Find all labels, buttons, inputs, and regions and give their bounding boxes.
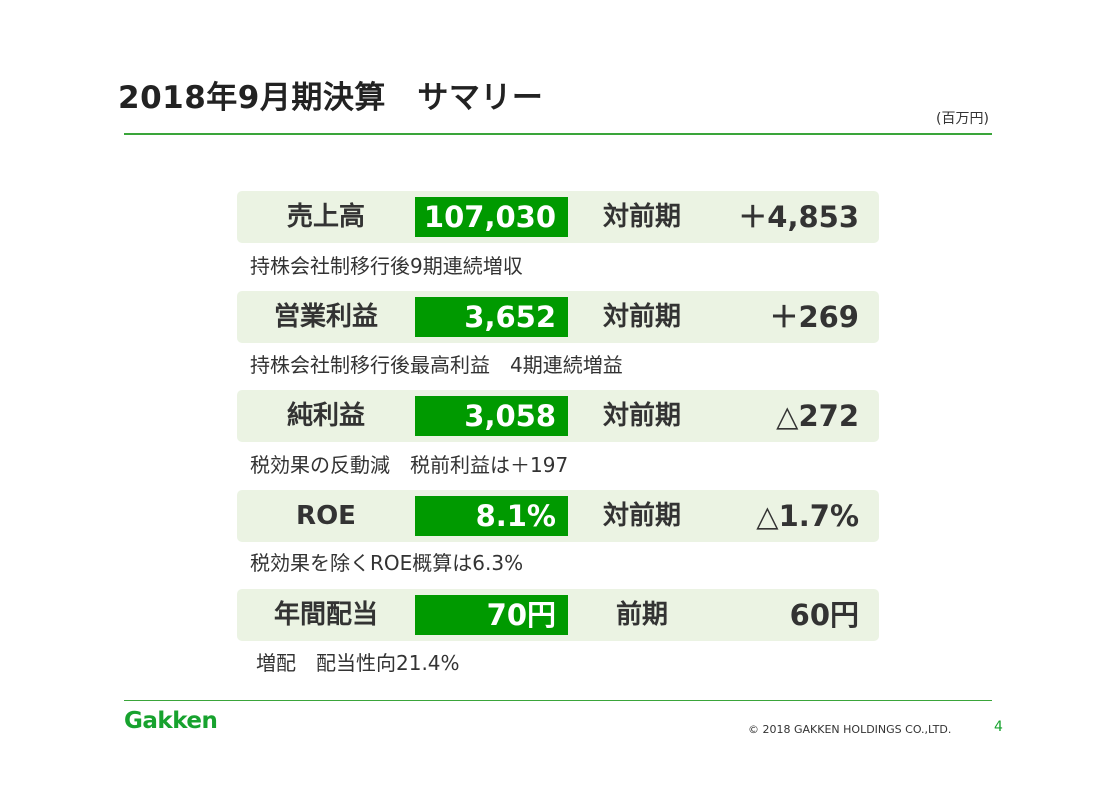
metric-value: 8.1% bbox=[415, 496, 568, 536]
metric-note: 持株会社制移行後9期連続増収 bbox=[250, 254, 523, 278]
metric-value: 3,058 bbox=[415, 396, 568, 436]
metric-value: 3,652 bbox=[415, 297, 568, 337]
compare-label: 対前期 bbox=[602, 401, 681, 431]
footer-divider bbox=[124, 700, 992, 701]
metric-value: 70円 bbox=[415, 595, 568, 635]
summary-row-roe: ROE 8.1% 対前期 △1.7% bbox=[237, 490, 879, 542]
unit-label: (百万円) bbox=[936, 111, 989, 127]
compare-value: ＋4,853 bbox=[738, 200, 859, 234]
metric-value: 107,030 bbox=[415, 197, 568, 237]
compare-value: ＋269 bbox=[769, 300, 859, 334]
compare-label: 対前期 bbox=[602, 302, 681, 332]
brand-logo: Gakken bbox=[124, 708, 218, 734]
metric-label: 年間配当 bbox=[273, 600, 378, 630]
compare-value: △1.7% bbox=[756, 499, 859, 533]
compare-label: 対前期 bbox=[602, 501, 681, 531]
copyright-text: © 2018 GAKKEN HOLDINGS CO.,LTD. bbox=[748, 723, 952, 736]
summary-row-sales: 売上高 107,030 対前期 ＋4,853 bbox=[237, 191, 879, 243]
summary-row-operating-profit: 営業利益 3,652 対前期 ＋269 bbox=[237, 291, 879, 343]
metric-note: 税効果の反動減 税前利益は＋197 bbox=[250, 453, 569, 477]
page-title: 2018年9月期決算 サマリー bbox=[118, 80, 544, 116]
metric-note: 税効果を除くROE概算は6.3% bbox=[250, 551, 524, 575]
compare-label: 対前期 bbox=[602, 202, 681, 232]
compare-value: △272 bbox=[776, 399, 859, 433]
metric-label: 売上高 bbox=[286, 202, 365, 232]
summary-row-net-profit: 純利益 3,058 対前期 △272 bbox=[237, 390, 879, 442]
metric-note: 持株会社制移行後最高利益 4期連続増益 bbox=[250, 353, 623, 377]
metric-note: 増配 配当性向21.4% bbox=[256, 651, 460, 675]
header-divider bbox=[124, 133, 992, 135]
page-number: 4 bbox=[994, 719, 1003, 735]
summary-row-dividend: 年間配当 70円 前期 60円 bbox=[237, 589, 879, 641]
compare-value: 60円 bbox=[789, 598, 859, 632]
metric-label: 営業利益 bbox=[273, 302, 378, 332]
metric-label: ROE bbox=[296, 501, 356, 531]
metric-label: 純利益 bbox=[286, 401, 365, 431]
compare-label: 前期 bbox=[615, 600, 668, 630]
